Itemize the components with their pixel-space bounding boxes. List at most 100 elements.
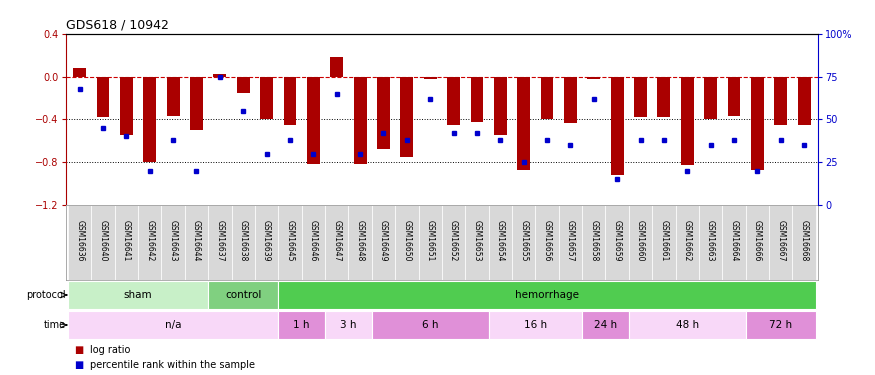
Bar xyxy=(471,76,483,122)
Bar xyxy=(582,205,605,280)
Bar xyxy=(517,76,530,170)
Bar xyxy=(746,205,769,280)
Text: GSM16639: GSM16639 xyxy=(262,220,271,262)
Bar xyxy=(704,76,717,119)
Bar xyxy=(676,205,699,280)
Bar xyxy=(354,76,367,164)
Bar xyxy=(652,205,676,280)
Bar xyxy=(302,205,325,280)
Text: GSM16668: GSM16668 xyxy=(800,220,808,262)
Text: GSM16664: GSM16664 xyxy=(730,220,738,262)
Text: GSM16651: GSM16651 xyxy=(426,220,435,262)
Text: percentile rank within the sample: percentile rank within the sample xyxy=(90,360,256,370)
Bar xyxy=(442,205,466,280)
Text: GSM16657: GSM16657 xyxy=(566,220,575,262)
Bar xyxy=(634,76,647,117)
Text: GSM16656: GSM16656 xyxy=(542,220,551,262)
Text: hemorrhage: hemorrhage xyxy=(515,290,579,300)
Bar xyxy=(488,310,582,339)
Bar xyxy=(68,205,91,280)
Text: GSM16637: GSM16637 xyxy=(215,220,224,262)
Text: sham: sham xyxy=(123,290,152,300)
Text: GSM16653: GSM16653 xyxy=(473,220,481,262)
Bar xyxy=(699,205,722,280)
Bar xyxy=(447,76,460,125)
Text: GSM16648: GSM16648 xyxy=(355,220,365,262)
Text: ■: ■ xyxy=(74,360,84,370)
Bar xyxy=(466,205,488,280)
Bar xyxy=(284,76,297,125)
Bar xyxy=(260,76,273,119)
Text: GSM16660: GSM16660 xyxy=(636,220,645,262)
Bar xyxy=(278,310,325,339)
Bar xyxy=(401,76,413,157)
Text: GSM16655: GSM16655 xyxy=(519,220,528,262)
Bar xyxy=(278,280,816,309)
Bar xyxy=(793,205,816,280)
Text: GSM16649: GSM16649 xyxy=(379,220,388,262)
Bar xyxy=(190,76,203,130)
Bar xyxy=(255,205,278,280)
Bar xyxy=(582,310,629,339)
Bar xyxy=(396,205,418,280)
Text: 16 h: 16 h xyxy=(524,320,547,330)
Text: control: control xyxy=(225,290,262,300)
Bar xyxy=(418,205,442,280)
Text: GDS618 / 10942: GDS618 / 10942 xyxy=(66,18,169,31)
Text: 3 h: 3 h xyxy=(340,320,357,330)
Bar xyxy=(348,205,372,280)
Bar xyxy=(232,205,255,280)
Text: GSM16646: GSM16646 xyxy=(309,220,318,262)
Bar xyxy=(208,205,232,280)
Bar xyxy=(307,76,319,164)
Bar xyxy=(372,310,488,339)
Text: 72 h: 72 h xyxy=(769,320,792,330)
Text: GSM16663: GSM16663 xyxy=(706,220,715,262)
Bar xyxy=(606,205,629,280)
Bar xyxy=(488,205,512,280)
Text: GSM16658: GSM16658 xyxy=(589,220,598,262)
Bar xyxy=(330,57,343,76)
Bar xyxy=(68,310,278,339)
Bar xyxy=(377,76,390,149)
Text: GSM16643: GSM16643 xyxy=(169,220,178,262)
Bar xyxy=(144,76,156,162)
Text: protocol: protocol xyxy=(26,290,66,300)
Text: GSM16636: GSM16636 xyxy=(75,220,84,262)
Text: GSM16667: GSM16667 xyxy=(776,220,785,262)
Bar xyxy=(728,76,740,116)
Bar xyxy=(657,76,670,117)
Text: 48 h: 48 h xyxy=(676,320,699,330)
Bar xyxy=(237,76,249,93)
Text: GSM16661: GSM16661 xyxy=(660,220,668,262)
Bar xyxy=(629,310,746,339)
Text: log ratio: log ratio xyxy=(90,345,130,355)
Bar xyxy=(208,280,278,309)
Text: 24 h: 24 h xyxy=(594,320,617,330)
Bar xyxy=(798,76,810,125)
Text: ■: ■ xyxy=(74,345,84,355)
Text: GSM16642: GSM16642 xyxy=(145,220,154,262)
Bar xyxy=(325,205,348,280)
Text: time: time xyxy=(44,320,66,330)
Bar xyxy=(722,205,746,280)
Bar xyxy=(681,76,694,165)
Bar xyxy=(746,310,816,339)
Bar xyxy=(138,205,162,280)
Bar xyxy=(68,280,208,309)
Bar xyxy=(536,205,559,280)
Text: GSM16647: GSM16647 xyxy=(332,220,341,262)
Bar xyxy=(185,205,208,280)
Bar xyxy=(611,76,624,175)
Bar xyxy=(769,205,793,280)
Text: GSM16652: GSM16652 xyxy=(449,220,458,262)
Bar xyxy=(325,310,372,339)
Text: GSM16662: GSM16662 xyxy=(682,220,692,262)
Bar xyxy=(214,74,227,76)
Text: 6 h: 6 h xyxy=(422,320,438,330)
Text: GSM16644: GSM16644 xyxy=(192,220,201,262)
Text: GSM16640: GSM16640 xyxy=(99,220,108,262)
Bar xyxy=(629,205,652,280)
Bar xyxy=(564,76,577,123)
Text: GSM16650: GSM16650 xyxy=(402,220,411,262)
